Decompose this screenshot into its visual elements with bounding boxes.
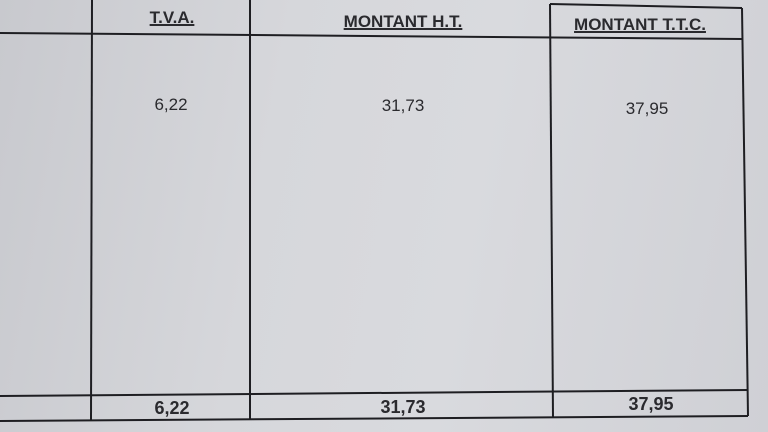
header-montant-ttc: MONTANT T.T.C. [574, 15, 706, 34]
header-tva: T.V.A. [149, 8, 195, 27]
total-montant-ht: 31,73 [380, 397, 426, 417]
header-montant-ht: MONTANT H.T. [343, 12, 463, 31]
total-tva: 6,22 [154, 398, 190, 418]
cell-tva: 6,22 [154, 95, 188, 114]
cell-montant-ht: 31,73 [381, 96, 425, 115]
total-montant-ttc: 37,95 [628, 394, 674, 414]
cell-montant-ttc: 37,95 [625, 99, 669, 118]
